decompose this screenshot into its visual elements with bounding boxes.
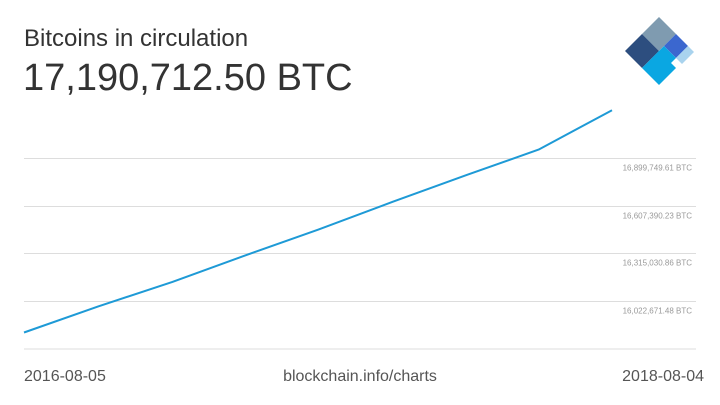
y-tick-label: 16,607,390.23 BTC bbox=[623, 212, 693, 221]
current-value: 17,190,712.50 BTC bbox=[23, 57, 353, 99]
blockchain-logo-icon bbox=[625, 17, 694, 85]
y-tick-label: 16,022,671.48 BTC bbox=[623, 307, 693, 316]
source-label: blockchain.info/charts bbox=[283, 368, 437, 385]
end-date-label: 2018-08-04 bbox=[622, 368, 704, 385]
chart-title: Bitcoins in circulation bbox=[24, 25, 249, 52]
start-date-label: 2016-08-05 bbox=[24, 368, 106, 385]
logo-center-tile bbox=[652, 46, 676, 70]
series-line bbox=[23, 109, 613, 334]
logo-edge-tile bbox=[676, 46, 694, 64]
y-tick-label: 16,315,030.86 BTC bbox=[623, 259, 693, 268]
y-tick-label: 16,899,749.61 BTC bbox=[623, 164, 693, 173]
